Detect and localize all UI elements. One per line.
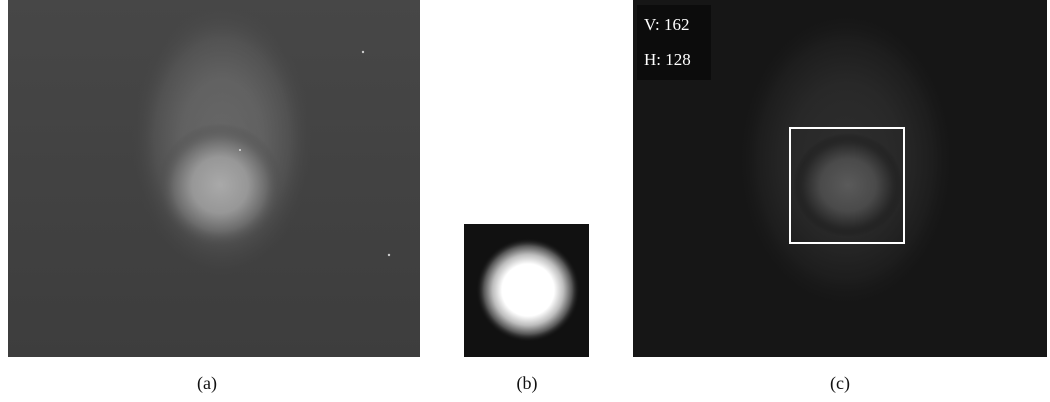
figure: (a) (b) V: 162 H: 128 (c) [0,0,1050,402]
overlay-text: V: 162 [644,15,690,34]
panel-c: V: 162 H: 128 (c) [633,0,1047,394]
caption: (c) [830,373,850,394]
panel-b: (b) [464,224,589,394]
panel-a: (a) [8,0,420,394]
overlay-text: H: 128 [644,50,691,69]
caption: (a) [197,373,217,394]
caption: (b) [517,373,538,394]
